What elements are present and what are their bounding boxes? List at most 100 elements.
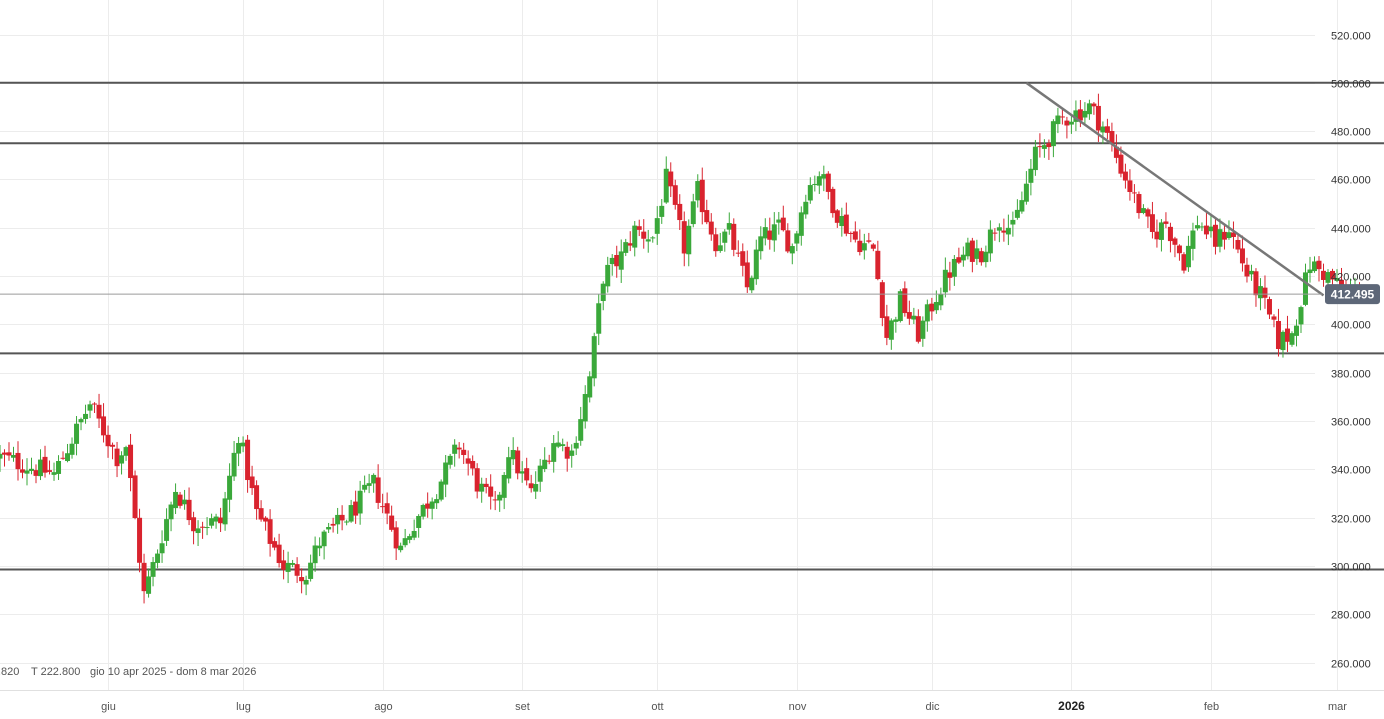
candle-body[interactable]	[974, 248, 980, 259]
candle-body[interactable]	[1050, 121, 1056, 147]
candle-body[interactable]	[956, 257, 962, 263]
candle-body[interactable]	[1113, 146, 1119, 158]
candle[interactable]	[1275, 308, 1281, 357]
candle-body[interactable]	[272, 541, 278, 548]
candle[interactable]	[605, 256, 611, 293]
candle-body[interactable]	[1244, 264, 1250, 277]
candle-body[interactable]	[137, 517, 143, 563]
candle[interactable]	[726, 212, 732, 235]
candle[interactable]	[15, 441, 21, 481]
candle-body[interactable]	[11, 455, 17, 458]
candle[interactable]	[1005, 214, 1011, 246]
candle-body[interactable]	[902, 288, 908, 314]
candle[interactable]	[47, 460, 53, 475]
candle-body[interactable]	[276, 544, 282, 564]
candle[interactable]	[798, 206, 804, 246]
candle[interactable]	[132, 470, 138, 520]
candle-body[interactable]	[83, 413, 89, 420]
candle-body[interactable]	[1275, 321, 1281, 350]
candle[interactable]	[906, 300, 912, 325]
candle[interactable]	[843, 202, 849, 237]
candle-body[interactable]	[69, 443, 75, 455]
candle[interactable]	[1199, 222, 1205, 232]
candle[interactable]	[1320, 263, 1326, 287]
candle-body[interactable]	[119, 455, 125, 464]
candle[interactable]	[848, 231, 854, 243]
candle-body[interactable]	[870, 244, 876, 249]
candle-body[interactable]	[218, 517, 224, 524]
candle-body[interactable]	[366, 483, 372, 486]
candle[interactable]	[1253, 268, 1259, 307]
candle[interactable]	[0, 444, 3, 472]
candle[interactable]	[650, 236, 656, 243]
candle[interactable]	[1055, 107, 1061, 134]
candle-body[interactable]	[659, 205, 665, 217]
candle-body[interactable]	[285, 562, 291, 572]
candle-body[interactable]	[731, 223, 737, 250]
candle-body[interactable]	[537, 465, 543, 482]
candle-body[interactable]	[1014, 209, 1020, 218]
candle[interactable]	[231, 440, 237, 481]
candle-body[interactable]	[510, 449, 516, 460]
candle[interactable]	[555, 431, 561, 449]
candle-body[interactable]	[587, 376, 593, 398]
candle-body[interactable]	[708, 221, 714, 235]
candle-body[interactable]	[821, 174, 827, 179]
candle-body[interactable]	[1329, 270, 1335, 280]
candle-body[interactable]	[924, 304, 930, 322]
candle[interactable]	[294, 557, 300, 583]
candle-body[interactable]	[515, 450, 521, 474]
candle[interactable]	[1185, 235, 1191, 272]
candle-body[interactable]	[519, 471, 525, 474]
candle-body[interactable]	[1145, 209, 1151, 217]
candle[interactable]	[861, 233, 867, 260]
candle[interactable]	[344, 519, 350, 526]
candle[interactable]	[803, 194, 809, 219]
candle-body[interactable]	[1104, 126, 1110, 133]
candle-body[interactable]	[141, 562, 147, 592]
candle-body[interactable]	[812, 183, 818, 185]
candle[interactable]	[807, 177, 813, 204]
candle-body[interactable]	[929, 303, 935, 312]
candle-body[interactable]	[1109, 131, 1115, 144]
candle-body[interactable]	[636, 226, 642, 230]
candle[interactable]	[965, 237, 971, 260]
candle-body[interactable]	[600, 283, 606, 302]
candle-body[interactable]	[1316, 260, 1322, 270]
candle[interactable]	[416, 514, 422, 538]
candle[interactable]	[1091, 102, 1097, 115]
candle-body[interactable]	[6, 452, 12, 456]
candle-body[interactable]	[1298, 307, 1304, 325]
candle-body[interactable]	[726, 223, 732, 230]
candle[interactable]	[407, 533, 413, 544]
candle-body[interactable]	[1158, 222, 1164, 240]
candle-body[interactable]	[825, 173, 831, 192]
candle-body[interactable]	[339, 514, 345, 521]
candle-body[interactable]	[1095, 105, 1101, 131]
candle-body[interactable]	[1284, 328, 1290, 342]
candle-body[interactable]	[357, 490, 363, 514]
candle[interactable]	[78, 417, 84, 431]
candle[interactable]	[978, 247, 984, 266]
candle[interactable]	[1239, 235, 1245, 272]
candle-body[interactable]	[290, 563, 296, 565]
candle-body[interactable]	[78, 419, 84, 423]
candle-body[interactable]	[29, 468, 35, 471]
candle[interactable]	[1127, 169, 1133, 201]
candle-body[interactable]	[1289, 333, 1295, 345]
candle[interactable]	[911, 307, 917, 325]
candle[interactable]	[195, 520, 201, 546]
candle[interactable]	[956, 247, 962, 265]
candle[interactable]	[546, 454, 552, 465]
candle-body[interactable]	[785, 230, 791, 252]
candle[interactable]	[123, 445, 129, 461]
candle[interactable]	[870, 243, 876, 252]
candle[interactable]	[299, 568, 305, 594]
candle-body[interactable]	[317, 545, 323, 549]
candle[interactable]	[1194, 215, 1200, 231]
candle-body[interactable]	[528, 483, 534, 489]
candle-body[interactable]	[992, 232, 998, 234]
candle[interactable]	[1145, 207, 1151, 228]
candle[interactable]	[1230, 221, 1236, 249]
candle-body[interactable]	[771, 224, 777, 241]
